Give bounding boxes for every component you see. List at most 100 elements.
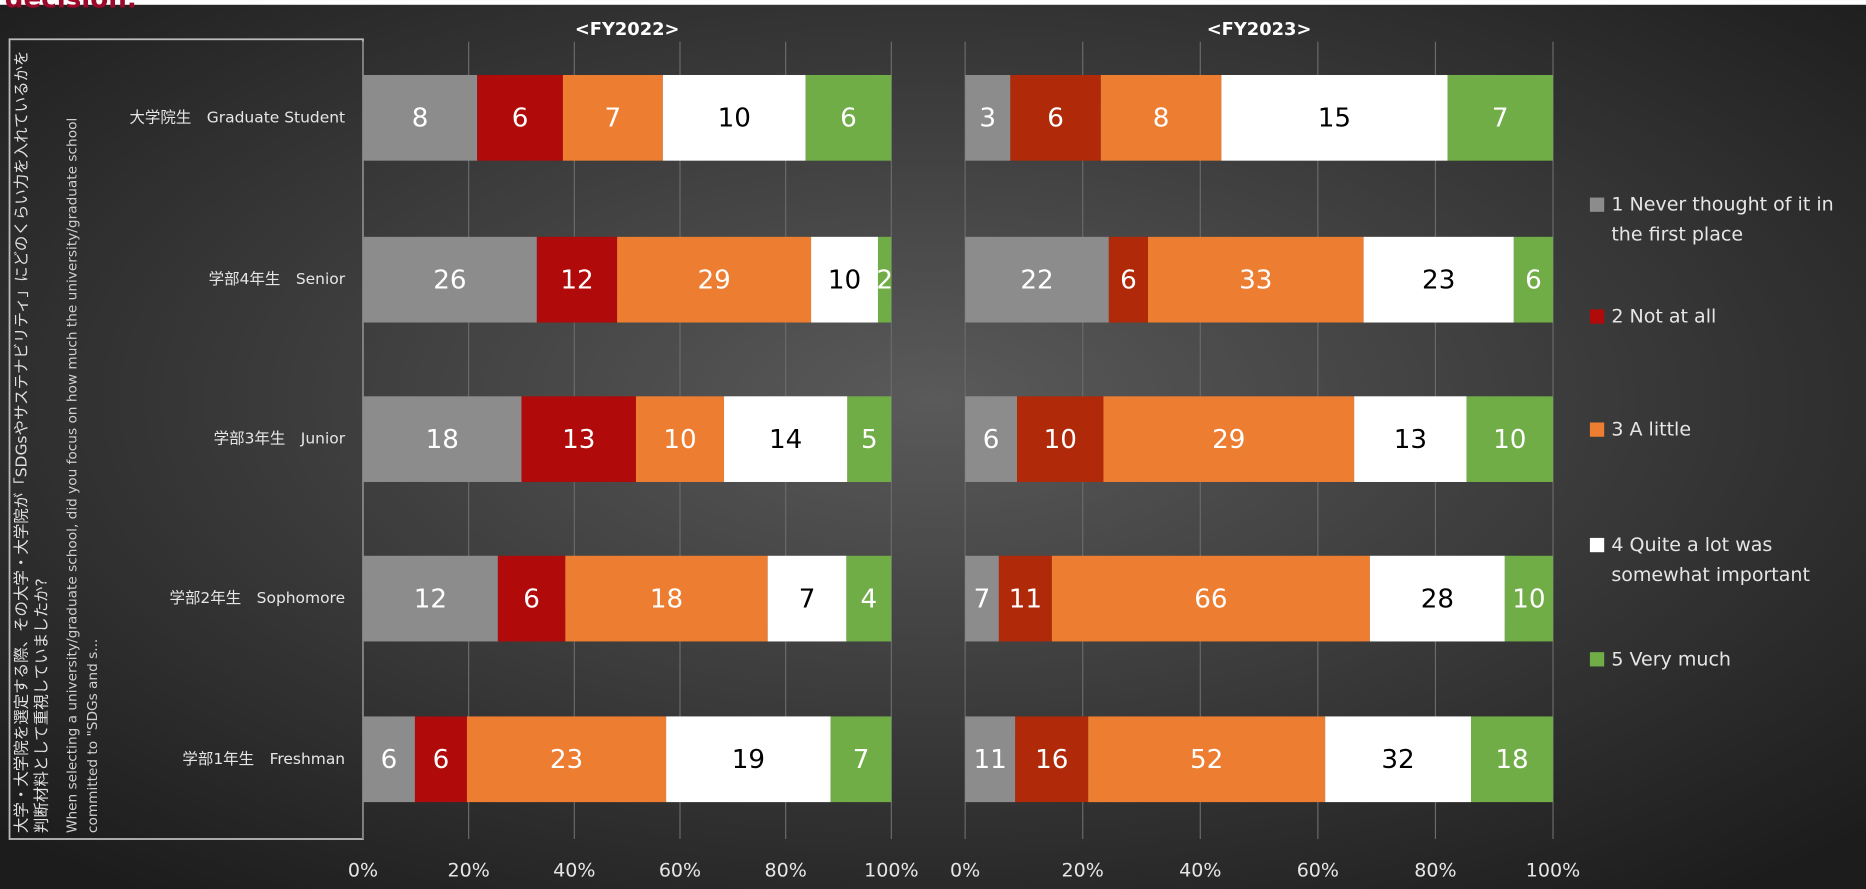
x-tick-label: 100%: [1526, 860, 1580, 882]
data-label: 3: [979, 104, 996, 134]
bar-segment: [362, 74, 478, 161]
data-label: 23: [550, 745, 583, 775]
data-label: 16: [1035, 745, 1068, 775]
x-tick-label: 100%: [864, 860, 918, 882]
bar-segment: [1221, 74, 1448, 161]
legend-swatch: [1589, 309, 1605, 324]
x-tick-label: 40%: [553, 860, 595, 882]
bar-segment: [1447, 74, 1554, 161]
bar-segment: [965, 74, 1011, 161]
data-label: 6: [433, 745, 450, 775]
data-label: 13: [1394, 425, 1427, 455]
bar-segment: [565, 555, 768, 642]
bar-segment: [1148, 236, 1364, 323]
data-label: 6: [983, 425, 1000, 455]
y-axis-title-ja: 大学・大学院を選定する際、その大学・大学院が「SDGsやサステナビリティ」にどの…: [11, 50, 50, 833]
legend-label: 2 Not at all: [1611, 305, 1716, 327]
y-axis-title-en: When selecting a university/graduate sch…: [65, 118, 101, 833]
legend-label: 3 A little: [1611, 418, 1691, 440]
bar-segment: [965, 716, 1016, 803]
x-tick-label: 20%: [447, 860, 489, 882]
data-label: 2: [876, 265, 893, 295]
data-label: 10: [1512, 584, 1545, 614]
bar-segment: [965, 236, 1109, 323]
bar-segment: [1015, 716, 1089, 803]
x-tick-label: 0%: [348, 860, 378, 882]
bar-segment: [497, 555, 566, 642]
y-tick-label: 学部2年生 Sophomore: [169, 589, 345, 607]
bar-segment: [965, 396, 1018, 482]
data-label: 10: [828, 265, 861, 295]
bar-segment: [466, 716, 667, 803]
legend-swatch: [1589, 422, 1605, 437]
data-label: 12: [414, 584, 447, 614]
chart-title: <FY2022>: [575, 19, 680, 40]
data-label: 7: [605, 104, 622, 134]
y-tick-label: 学部1年生 Freshman: [182, 750, 345, 768]
data-label: 4: [861, 584, 878, 614]
data-label: 11: [974, 745, 1007, 775]
bar-segment: [362, 396, 522, 482]
bar-segment: [414, 716, 467, 803]
data-label: 10: [1044, 425, 1077, 455]
data-label: 6: [1120, 265, 1137, 295]
x-tick-label: 20%: [1062, 860, 1104, 882]
bar-segment: [536, 236, 618, 323]
data-label: 22: [1020, 265, 1053, 295]
x-tick-label: 60%: [1297, 860, 1339, 882]
bar-segment: [811, 236, 878, 323]
bar-segment: [1051, 555, 1370, 642]
data-label: 10: [1493, 425, 1526, 455]
legend-swatch: [1589, 652, 1605, 667]
bar-segment: [635, 396, 725, 482]
data-label: 7: [1492, 104, 1509, 134]
x-tick-label: 60%: [659, 860, 701, 882]
data-label: 8: [1153, 104, 1170, 134]
chart-title: <FY2023>: [1207, 19, 1312, 40]
data-label: 23: [1422, 265, 1455, 295]
data-label: 7: [974, 584, 991, 614]
data-label: 7: [853, 745, 870, 775]
data-label: 10: [718, 104, 751, 134]
bar-segment: [662, 74, 806, 161]
data-label: 33: [1239, 265, 1272, 295]
x-tick-label: 80%: [1414, 860, 1456, 882]
bar-segment: [965, 555, 999, 642]
data-label: 11: [1009, 584, 1042, 614]
legend-swatch: [1589, 537, 1605, 553]
bar-segment: [1017, 396, 1104, 482]
page-title: decision.: [5, 0, 137, 15]
data-label: 15: [1318, 104, 1351, 134]
bar-segment: [1504, 555, 1554, 642]
legend-label: 5 Very much: [1611, 648, 1731, 670]
data-label: 5: [861, 425, 878, 455]
data-label: 6: [1047, 104, 1064, 134]
legend-swatch: [1589, 197, 1605, 212]
bar-segment: [1363, 236, 1514, 323]
bar-segment: [1354, 396, 1467, 482]
bar-segment: [724, 396, 848, 482]
data-label: 26: [433, 265, 466, 295]
data-label: 52: [1190, 745, 1223, 775]
bar-segment: [1466, 396, 1554, 482]
bar-segment: [877, 236, 892, 323]
bar-segment: [362, 555, 498, 642]
bar-segment: [1088, 716, 1326, 803]
data-label: 28: [1421, 584, 1454, 614]
data-label: 18: [426, 425, 459, 455]
data-label: 29: [697, 265, 730, 295]
data-label: 10: [663, 425, 696, 455]
data-label: 13: [562, 425, 595, 455]
x-tick-label: 0%: [950, 860, 980, 882]
data-label: 8: [412, 104, 429, 134]
y-tick-label: 学部3年生 Junior: [214, 430, 346, 448]
data-label: 7: [799, 584, 816, 614]
bar-segment: [846, 555, 892, 642]
x-tick-label: 40%: [1179, 860, 1221, 882]
bar-segment: [666, 716, 831, 803]
data-label: 6: [840, 104, 857, 134]
bar-segment: [562, 74, 663, 161]
bar-segment: [362, 716, 415, 803]
